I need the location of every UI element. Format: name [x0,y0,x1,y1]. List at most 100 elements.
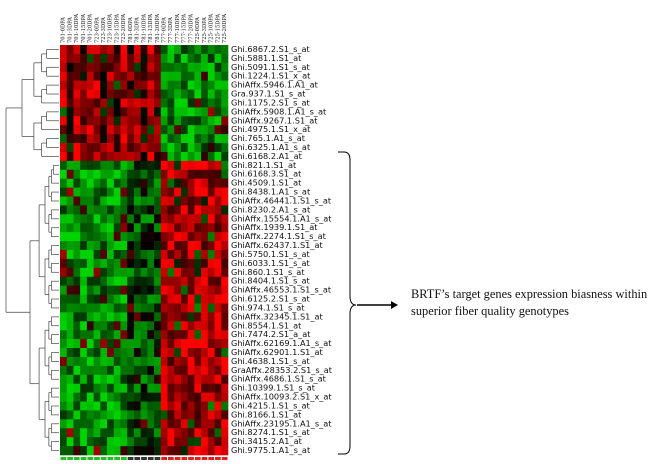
heatmap-cell [221,151,229,162]
heatmap-cell [120,339,128,349]
row-label: Ghi.6033.1.S1_s_at [231,258,311,268]
heatmap-cell [100,107,108,117]
heatmap-cell [201,285,209,295]
column-label: 725-0DPA [195,17,201,43]
heatmap-cell [100,383,108,393]
heatmap-cell [86,392,94,402]
heatmap-cell [207,428,215,438]
heatmap-cell [221,250,229,260]
heatmap-cell [140,178,148,188]
heatmap-cell [201,383,209,393]
heatmap-cell [93,178,101,188]
heatmap-cell [167,116,175,126]
heatmap-cell [127,276,135,286]
heatmap-cell [66,169,74,179]
heatmap-cell [66,365,74,376]
heatmap-cell [80,339,88,349]
heatmap-cell [93,53,101,64]
heatmap-cell [214,321,222,331]
heatmap-cell [133,437,141,447]
heatmap-cell [187,53,195,64]
column-label: 701-15DPA [81,14,87,43]
heatmap-cell [174,321,182,331]
annotation-arrow-head [391,301,398,309]
heatmap-cell [133,419,141,429]
heatmap-cell [180,267,188,278]
heatmap-cell [100,143,108,153]
heatmap-cell [187,45,195,55]
heatmap-cell [201,330,209,340]
column-labels: 701-0DPA 701-3DPA 701-10DPA 701-15DPA 701-20… [61,14,228,43]
annotation-line-2: superior fiber quality genotypes [411,304,569,318]
heatmap-cell [100,187,108,197]
heatmap-cell [167,143,175,153]
heatmap-cell [207,410,215,420]
heatmap-cell [147,196,155,206]
heatmap-cell [100,258,108,269]
heatmap-cell [93,45,101,55]
heatmap-cell [167,410,175,420]
heatmap-cell [174,53,182,64]
heatmap-cell [120,187,128,197]
heatmap-cell [120,303,128,313]
heatmap-cell [160,214,168,224]
heatmap-cell [221,330,229,340]
heatmap-cell [100,419,108,429]
heatmap-cell [93,383,101,393]
heatmap-cell [127,312,135,322]
heatmap-cell [93,71,101,81]
heatmap-cell [80,321,88,331]
heatmap-cell [180,223,188,233]
heatmap-cell [194,285,202,295]
heatmap-cell [147,437,155,447]
heatmap-cell [100,437,108,447]
heatmap-cell [194,89,202,99]
heatmap-cell [66,419,74,429]
heatmap-cell [107,294,115,304]
heatmap-cell [207,169,215,179]
heatmap-cell [93,80,101,90]
heatmap-cell [207,125,215,135]
sample-bar-segment [127,457,134,460]
heatmap-cell [140,187,148,197]
heatmap-cell [207,294,215,304]
heatmap-cell [120,348,128,358]
heatmap-cell [66,250,74,260]
heatmap-cell [221,62,229,73]
heatmap-cell [107,356,115,367]
heatmap-cell [194,187,202,197]
heatmap-cell [80,151,88,162]
heatmap-cell [174,303,182,313]
heatmap-cell [93,205,101,215]
heatmap-cell [160,125,168,135]
heatmap-cell [60,392,68,402]
heatmap-cell [180,365,188,376]
heatmap-cell [93,446,101,456]
heatmap-cell [86,232,94,242]
heatmap-cell [214,187,222,197]
heatmap-cell [147,383,155,393]
heatmap-cell [180,187,188,197]
heatmap-cell [194,312,202,322]
heatmap-cell [127,107,135,117]
heatmap-cell [60,71,68,81]
heatmap-cell [140,169,148,179]
heatmap-cell [174,134,182,144]
heatmap-cell [127,232,135,242]
heatmap-cell [187,196,195,206]
heatmap-cell [201,223,209,233]
heatmap-cell [207,45,215,55]
heatmap-cell [113,241,121,251]
row-label: Ghi.8166.1.S1_at [231,409,302,419]
heatmap-cell [93,258,101,269]
heatmap-cell [133,53,141,64]
heatmap-cell [154,285,162,295]
heatmap-cell [107,250,115,260]
heatmap-cell [180,232,188,242]
heatmap-cell [160,437,168,447]
heatmap-cell [187,303,195,313]
heatmap-cell [107,151,115,162]
heatmap-cell [86,169,94,179]
heatmap-cell [100,410,108,420]
heatmap-cell [120,437,128,447]
